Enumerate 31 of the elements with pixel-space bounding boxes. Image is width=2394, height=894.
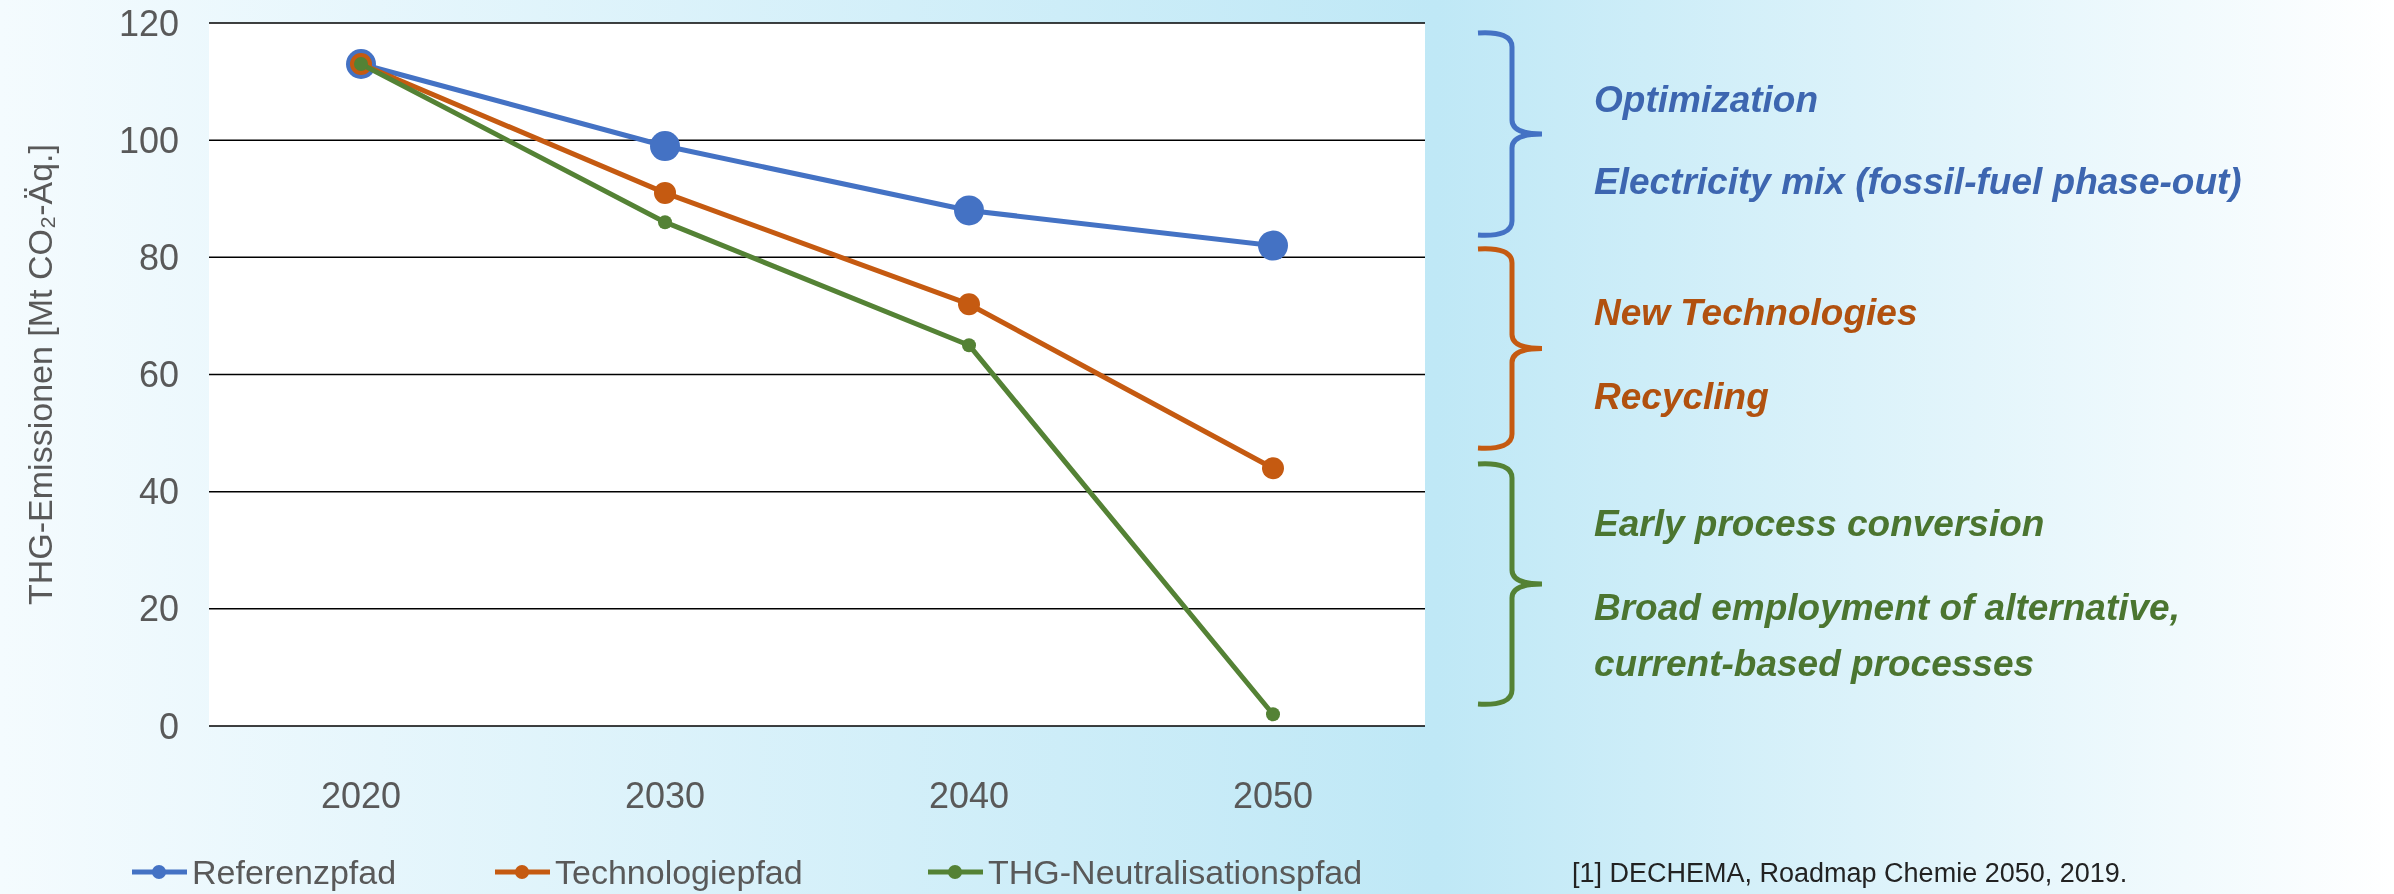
y-tick-label: 100 bbox=[118, 119, 179, 161]
point bbox=[962, 338, 976, 353]
point bbox=[1262, 457, 1284, 480]
legend-label: Technologiepfad bbox=[555, 852, 803, 891]
point bbox=[654, 181, 676, 204]
point bbox=[1266, 707, 1280, 722]
legend-label: Referenzpfad bbox=[192, 852, 397, 891]
point bbox=[650, 131, 680, 162]
y-axis-title: THG-Emissionen [Mt CO₂-Äq.] bbox=[21, 144, 59, 605]
legend-label: THG-Neutralisationspfad bbox=[988, 852, 1363, 891]
y-tick-label: 80 bbox=[138, 236, 179, 278]
x-tick-label: 2040 bbox=[928, 775, 1010, 816]
text: Broad employment of alternative, current-based processes bbox=[1594, 587, 2180, 684]
x-tick-label: 2030 bbox=[624, 775, 706, 816]
point bbox=[1258, 230, 1288, 261]
y-tick-label: 60 bbox=[138, 354, 179, 396]
text: Recycling bbox=[1594, 376, 1769, 417]
text: [1] DECHEMA, Roadmap Chemie 2050, 2019. bbox=[1572, 858, 2128, 888]
point bbox=[958, 293, 980, 316]
y-tick-label: 0 bbox=[158, 705, 179, 747]
x-tick-label: 2050 bbox=[1232, 775, 1314, 816]
point bbox=[658, 215, 672, 230]
text: Optimization bbox=[1594, 79, 1819, 120]
text: New Technologies bbox=[1594, 292, 1918, 333]
y-tick-label: 120 bbox=[118, 2, 179, 44]
point bbox=[954, 195, 984, 226]
text: Electricity mix (fossil-fuel phase-out) bbox=[1594, 161, 2242, 202]
text: Early process conversion bbox=[1594, 503, 2045, 544]
y-tick-label: 20 bbox=[138, 588, 179, 630]
y-tick-label: 40 bbox=[138, 471, 179, 513]
x-tick-label: 2020 bbox=[320, 775, 402, 816]
